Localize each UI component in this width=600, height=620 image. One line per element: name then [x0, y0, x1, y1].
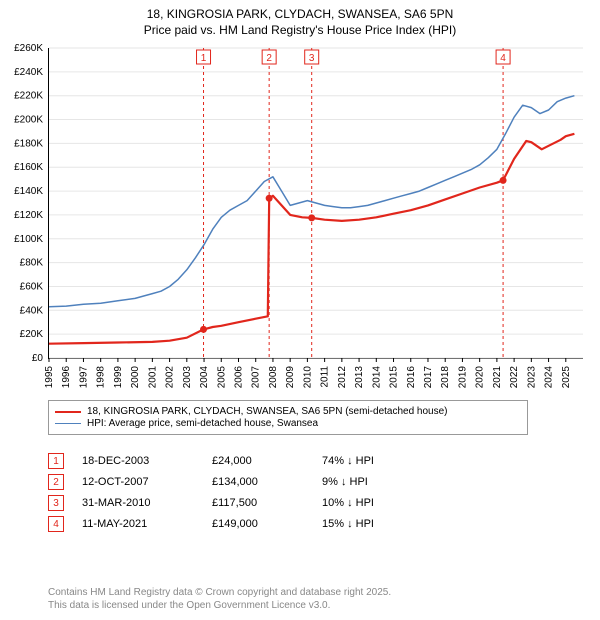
y-tick-label: £260K [14, 43, 43, 54]
x-tick-label: 2020 [475, 366, 486, 389]
event-date: 31-MAR-2010 [82, 497, 212, 509]
license-text: Contains HM Land Registry data © Crown c… [48, 586, 391, 612]
y-tick-label: £40K [20, 305, 44, 316]
x-tick-label: 2007 [251, 366, 262, 389]
x-tick-label: 2013 [354, 366, 365, 389]
event-price: £24,000 [212, 455, 322, 467]
y-tick-label: £200K [14, 115, 43, 126]
license-line-1: Contains HM Land Registry data © Crown c… [48, 586, 391, 599]
event-row: 2 12-OCT-2007£134,0009% ↓ HPI [48, 474, 442, 490]
legend-swatch [55, 411, 81, 413]
chart-title: 18, KINGROSIA PARK, CLYDACH, SWANSEA, SA… [0, 0, 600, 38]
y-tick-label: £160K [14, 162, 43, 173]
legend-item: HPI: Average price, semi-detached house,… [55, 418, 521, 429]
x-tick-label: 2001 [147, 366, 158, 389]
x-tick-label: 2014 [371, 366, 382, 389]
legend-item: 18, KINGROSIA PARK, CLYDACH, SWANSEA, SA… [55, 406, 521, 417]
y-tick-label: £220K [14, 91, 43, 102]
legend-label: 18, KINGROSIA PARK, CLYDACH, SWANSEA, SA… [87, 406, 448, 417]
x-tick-label: 1998 [96, 366, 107, 389]
event-row: 4 11-MAY-2021£149,00015% ↓ HPI [48, 516, 442, 532]
marker-label: 1 [201, 53, 207, 64]
x-tick-label: 2024 [544, 366, 555, 389]
x-tick-label: 2023 [526, 366, 537, 389]
chart-area: £0£20K£40K£60K£80K£100K£120K£140K£160K£1… [48, 48, 583, 359]
x-tick-label: 2003 [182, 366, 193, 389]
x-tick-label: 2017 [423, 366, 434, 389]
legend: 18, KINGROSIA PARK, CLYDACH, SWANSEA, SA… [48, 400, 528, 435]
x-tick-label: 2019 [457, 366, 468, 389]
x-tick-label: 2012 [337, 366, 348, 389]
event-row: 1 18-DEC-2003£24,00074% ↓ HPI [48, 453, 442, 469]
y-tick-label: £180K [14, 138, 43, 149]
y-tick-label: £240K [14, 67, 43, 78]
x-tick-label: 2022 [509, 366, 520, 389]
x-tick-label: 2015 [389, 366, 400, 389]
y-tick-label: £140K [14, 186, 43, 197]
x-tick-label: 2018 [440, 366, 451, 389]
event-table: 1 18-DEC-2003£24,00074% ↓ HPI 2 12-OCT-2007… [48, 448, 442, 537]
event-delta: 9% ↓ HPI [322, 476, 442, 488]
x-tick-label: 2009 [285, 366, 296, 389]
event-index: 1 [48, 453, 64, 469]
x-tick-label: 2000 [130, 366, 141, 389]
event-price: £117,500 [212, 497, 322, 509]
event-index: 4 [48, 516, 64, 532]
x-tick-label: 2011 [320, 366, 331, 388]
event-row: 3 31-MAR-2010£117,50010% ↓ HPI [48, 495, 442, 511]
event-date: 18-DEC-2003 [82, 455, 212, 467]
x-tick-label: 2016 [406, 366, 417, 389]
legend-swatch [55, 423, 81, 424]
title-line-2: Price paid vs. HM Land Registry's House … [0, 22, 600, 38]
x-tick-label: 1997 [78, 366, 89, 389]
x-tick-label: 2006 [233, 366, 244, 389]
y-tick-label: £0 [32, 353, 44, 364]
y-tick-label: £120K [14, 210, 43, 221]
x-tick-label: 2021 [492, 366, 503, 389]
y-tick-label: £80K [20, 258, 44, 269]
x-tick-label: 2025 [561, 366, 572, 389]
x-tick-label: 1999 [113, 366, 124, 389]
x-tick-label: 1995 [44, 366, 55, 389]
event-price: £134,000 [212, 476, 322, 488]
x-tick-label: 2004 [199, 366, 210, 389]
event-index: 2 [48, 474, 64, 490]
event-delta: 10% ↓ HPI [322, 497, 442, 509]
event-date: 12-OCT-2007 [82, 476, 212, 488]
x-tick-label: 2010 [302, 366, 313, 389]
y-tick-label: £100K [14, 234, 43, 245]
legend-label: HPI: Average price, semi-detached house,… [87, 418, 318, 429]
license-line-2: This data is licensed under the Open Gov… [48, 599, 391, 612]
event-price: £149,000 [212, 518, 322, 530]
event-index: 3 [48, 495, 64, 511]
x-tick-label: 2005 [216, 366, 227, 389]
x-tick-label: 1996 [61, 366, 72, 389]
title-line-1: 18, KINGROSIA PARK, CLYDACH, SWANSEA, SA… [0, 6, 600, 22]
event-delta: 74% ↓ HPI [322, 455, 442, 467]
marker-label: 4 [500, 53, 506, 64]
chart-svg: £0£20K£40K£60K£80K£100K£120K£140K£160K£1… [49, 48, 583, 358]
marker-label: 2 [266, 53, 272, 64]
marker-label: 3 [309, 53, 315, 64]
x-tick-label: 2002 [165, 366, 176, 389]
y-tick-label: £60K [20, 281, 44, 292]
x-tick-label: 2008 [268, 366, 279, 389]
y-tick-label: £20K [20, 329, 44, 340]
figure: 18, KINGROSIA PARK, CLYDACH, SWANSEA, SA… [0, 0, 600, 620]
event-delta: 15% ↓ HPI [322, 518, 442, 530]
event-date: 11-MAY-2021 [82, 518, 212, 530]
